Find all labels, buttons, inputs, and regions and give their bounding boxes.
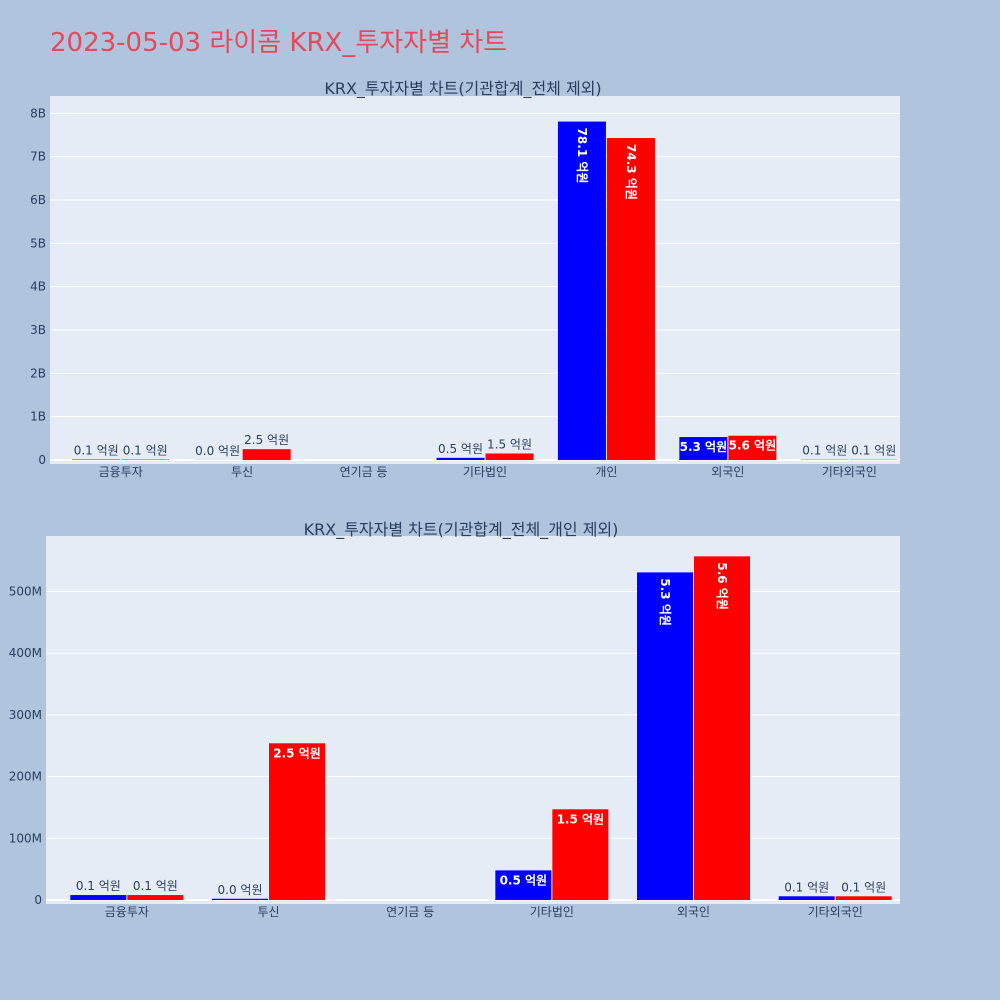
bar — [70, 895, 127, 900]
bar — [728, 435, 777, 460]
y-tick-label: 100M — [9, 831, 42, 845]
x-tick-label: 연기금 등 — [340, 465, 388, 479]
y-tick-label: 0 — [38, 453, 46, 467]
x-tick-label: 개인 — [595, 465, 617, 479]
bar — [694, 556, 751, 900]
bar-value-label: 0.1 억원 — [851, 444, 896, 458]
bar-value-label: 0.1 억원 — [784, 880, 829, 894]
x-tick-label: 기타외국인 — [822, 465, 877, 479]
bar — [436, 457, 485, 460]
chart-title: KRX_투자자별 차트(기관합계_전체_개인 제외) — [304, 520, 619, 540]
x-tick-label: 외국인 — [677, 905, 710, 919]
bar — [242, 449, 291, 460]
y-tick-label: 500M — [9, 585, 42, 599]
page-title: 2023-05-03 라이콤 KRX_투자자별 차트 — [50, 28, 508, 58]
x-tick-label: 기타법인 — [463, 465, 507, 479]
x-tick-label: 외국인 — [711, 465, 744, 479]
bar — [637, 572, 694, 900]
bar-value-label: 1.5 억원 — [487, 438, 532, 452]
bar — [552, 809, 609, 900]
x-tick-label: 금융투자 — [105, 905, 149, 919]
bar-value-label: 0.1 억원 — [76, 879, 121, 893]
y-tick-label: 3B — [30, 323, 46, 337]
y-tick-label: 300M — [9, 708, 42, 722]
bar-value-label: 5.3 억원 — [658, 578, 672, 626]
bar-value-label: 5.6 억원 — [729, 439, 777, 453]
bar-value-label: 0.1 억원 — [74, 444, 119, 458]
bar — [127, 895, 184, 900]
bar-value-label: 2.5 억원 — [273, 746, 321, 760]
bar-value-label: 0.5 억원 — [500, 873, 548, 887]
y-tick-label: 400M — [9, 646, 42, 660]
y-tick-label: 1B — [30, 410, 46, 424]
bar — [269, 743, 326, 900]
y-tick-label: 200M — [9, 770, 42, 784]
bar-value-label: 0.1 억원 — [802, 444, 847, 458]
y-tick-label: 6B — [30, 193, 46, 207]
bar — [778, 896, 835, 900]
y-tick-label: 8B — [30, 106, 46, 120]
bar — [679, 437, 728, 460]
bar — [606, 138, 655, 461]
y-tick-label: 2B — [30, 366, 46, 380]
bar-value-label: 2.5 억원 — [244, 433, 289, 447]
bar-value-label: 0.5 억원 — [438, 442, 483, 456]
bar-value-label: 0.1 억원 — [841, 880, 886, 894]
y-tick-label: 7B — [30, 150, 46, 164]
y-tick-label: 0 — [34, 893, 42, 907]
y-tick-label: 4B — [30, 280, 46, 294]
bar-value-label: 78.1 억원 — [575, 128, 589, 184]
bar-value-label: 0.1 억원 — [123, 444, 168, 458]
x-tick-label: 연기금 등 — [386, 905, 434, 919]
bar-value-label: 0.1 억원 — [133, 879, 178, 893]
bar — [212, 898, 269, 900]
bar-value-label: 0.0 억원 — [218, 883, 263, 897]
bar-value-label: 5.6 억원 — [715, 562, 729, 610]
bar — [495, 870, 552, 900]
chart-1: 0 1B 2B 3B 4B 5B 6B 7B 8B KRX_투자자별 차트(기관합계_전체 제외)… — [30, 79, 900, 479]
plot-area — [46, 536, 900, 904]
bar — [557, 121, 606, 461]
x-tick-label: 기타외국인 — [808, 905, 863, 919]
x-tick-label: 기타법인 — [530, 905, 574, 919]
plot-area — [50, 96, 900, 464]
bar-value-label: 5.3 억원 — [680, 440, 728, 454]
chart-title: KRX_투자자별 차트(기관합계_전체 제외) — [324, 79, 601, 99]
bar-value-label: 1.5 억원 — [557, 812, 605, 826]
bar — [485, 453, 534, 460]
y-tick-label: 5B — [30, 236, 46, 250]
x-tick-label: 투신 — [257, 905, 279, 919]
bar-value-label: 74.3 억원 — [624, 144, 638, 200]
bar — [835, 896, 892, 900]
x-tick-label: 투신 — [231, 465, 253, 479]
chart-2: 0 100M 200M 300M 400M 500M KRX_투자자별 차트(기관합계_전체… — [9, 520, 900, 919]
bar-value-label: 0.0 억원 — [195, 444, 240, 458]
x-tick-label: 금융투자 — [99, 465, 143, 479]
